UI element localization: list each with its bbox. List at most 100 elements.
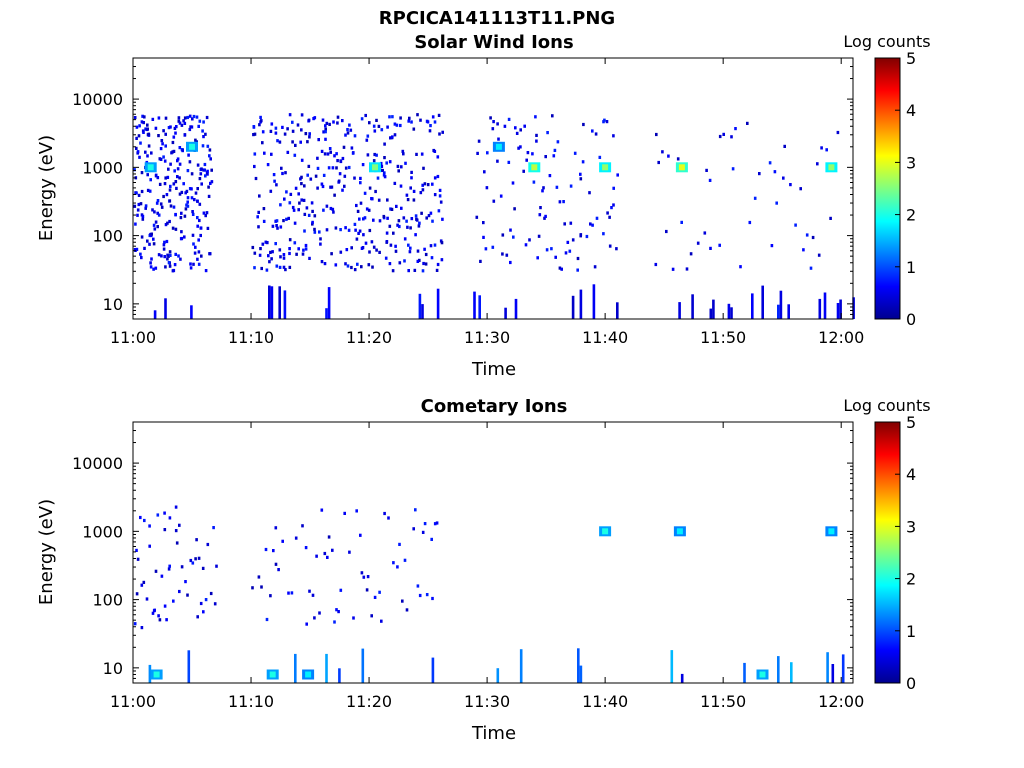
heatmap-cell [168, 250, 172, 254]
heatmap-cell [413, 268, 417, 272]
heatmap-cell [383, 175, 387, 179]
heatmap-cell [165, 239, 169, 244]
heatmap-cell [152, 223, 156, 227]
heatmap-cell [758, 172, 761, 176]
heatmap-cell [377, 198, 381, 202]
heatmap-cell [175, 541, 179, 545]
y-tick-label: 100 [92, 591, 123, 610]
heatmap-cell [353, 134, 357, 138]
heatmap-cell [339, 250, 343, 254]
heatmap-cell [364, 113, 367, 118]
heatmap-hot-spot [828, 528, 835, 535]
heatmap-cell [392, 561, 395, 565]
heatmap-cell [305, 622, 308, 626]
heatmap-streak [270, 286, 274, 319]
heatmap-streak [709, 308, 713, 319]
heatmap-cell [436, 174, 440, 179]
heatmap-cell [274, 562, 278, 566]
heatmap-cell [202, 120, 205, 124]
axes-solar-wind: 11:00 11:10 11:20 11:30 11:40 11:50 12:00 10 100… [72, 57, 864, 347]
heatmap-cell [568, 249, 572, 253]
heatmap-cell [167, 126, 171, 130]
heatmap-cell [440, 241, 444, 245]
heatmap-cell [385, 240, 389, 244]
heatmap-cell [564, 251, 568, 255]
heatmap-cell [734, 127, 737, 131]
heatmap-cell [405, 219, 408, 223]
y-tick-label: 100 [92, 227, 123, 246]
panel-title-cometary: Cometary Ions [421, 396, 568, 417]
heatmap-cell [177, 119, 181, 123]
heatmap-cell [138, 155, 141, 159]
heatmap-cell [341, 188, 344, 192]
heatmap-cell [163, 255, 166, 259]
heatmap-cell [325, 228, 329, 232]
heatmap-cell [321, 118, 325, 122]
heatmap-cell [555, 185, 559, 189]
colorbar-tick-label: 0 [906, 310, 916, 329]
heatmap-cell [507, 117, 511, 121]
heatmap-cell [293, 241, 297, 245]
heatmap-cell [146, 188, 150, 192]
heatmap-cell [341, 156, 345, 161]
heatmap-cell [303, 229, 306, 233]
heatmap-cell [425, 593, 429, 597]
heatmap-cell [496, 159, 499, 163]
heatmap-cell [301, 252, 305, 256]
heatmap-cell [135, 125, 139, 129]
heatmap-cell [196, 163, 200, 167]
heatmap-cell [264, 547, 268, 552]
heatmap-streak [777, 656, 780, 683]
y-tick-label: 10000 [72, 90, 123, 109]
heatmap-streak [818, 298, 822, 319]
heatmap-cell [722, 132, 725, 136]
colorbar-tick-label: 1 [906, 622, 916, 641]
heatmap-cell [422, 261, 425, 266]
heatmap-streak [712, 299, 715, 319]
heatmap-cell [534, 115, 537, 119]
heatmap-cell [544, 155, 547, 159]
heatmap-cell [395, 204, 398, 208]
heatmap-cell [538, 213, 542, 217]
heatmap-cell [133, 204, 137, 208]
heatmap-cell [137, 202, 141, 207]
heatmap-cell [552, 154, 556, 158]
heatmap-cell [388, 224, 392, 228]
heatmap-cell [303, 184, 306, 188]
heatmap-cell [360, 117, 364, 121]
heatmap-cell [161, 142, 164, 146]
heatmap-cell [297, 247, 300, 251]
heatmap-hot-spot [678, 164, 685, 171]
heatmap-cell [300, 182, 303, 186]
heatmap-cell [291, 205, 295, 210]
heatmap-cell [612, 203, 615, 207]
heatmap-cell [392, 231, 395, 235]
heatmap-cell [551, 114, 554, 118]
heatmap-cell [172, 135, 176, 139]
heatmap-cell [364, 241, 368, 245]
heatmap-cell [433, 176, 437, 180]
heatmap-cell [141, 114, 144, 118]
heatmap-cell [439, 239, 443, 243]
heatmap-cell [196, 199, 199, 203]
heatmap-cell [612, 186, 615, 190]
heatmap-cell [157, 614, 160, 618]
heatmap-cell [554, 255, 557, 259]
heatmap-cell [412, 127, 416, 131]
heatmap-cell [195, 538, 198, 542]
heatmap-cell [389, 136, 392, 140]
heatmap-cell [184, 207, 188, 211]
heatmap-cell [379, 161, 383, 166]
heatmap-cell [385, 231, 389, 235]
colorbar-tick-label: 4 [906, 101, 916, 120]
heatmap-cell [820, 146, 823, 150]
heatmap-cell [378, 219, 382, 223]
heatmap-cell [748, 220, 752, 225]
y-tick-label: 10 [103, 295, 123, 314]
heatmap-cell [412, 198, 416, 202]
heatmap-cell [273, 179, 276, 183]
heatmap-cell [332, 210, 335, 214]
heatmap-cell [140, 583, 144, 587]
heatmap-cell [141, 217, 145, 221]
x-axis-label-solar-wind: Time [471, 359, 516, 380]
